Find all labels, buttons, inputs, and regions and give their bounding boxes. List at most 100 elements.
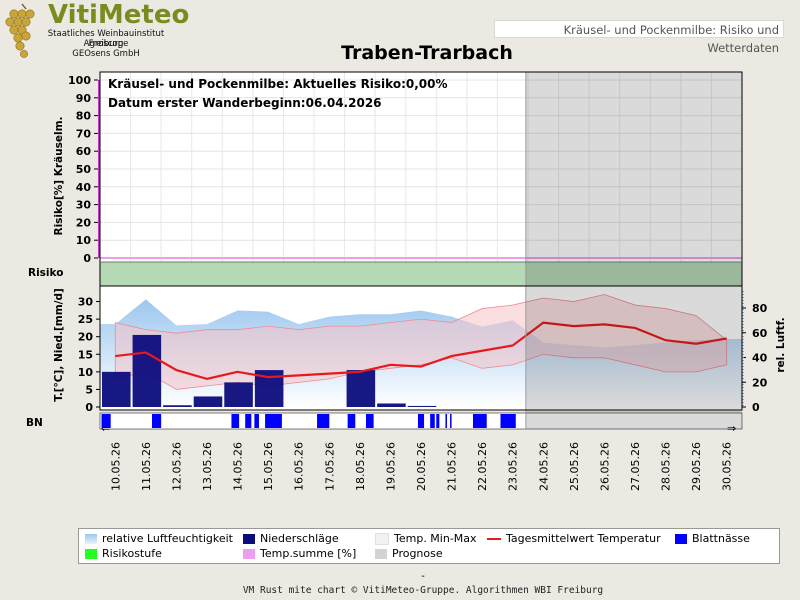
y-tick-label: 70 bbox=[76, 127, 92, 140]
footer-dash: - bbox=[421, 571, 425, 582]
leaf-wetness-bar bbox=[231, 414, 240, 428]
x-tick-label: 15.05.26 bbox=[262, 442, 275, 491]
leaf-wetness-bar bbox=[500, 414, 516, 428]
leaf-wetness-bar bbox=[472, 414, 487, 428]
chart-title: Traben-Trarbach bbox=[341, 42, 513, 64]
y-tick-label: 10 bbox=[76, 234, 92, 247]
legend-swatch bbox=[85, 534, 97, 544]
precipitation-bar bbox=[377, 403, 406, 407]
x-tick-label: 17.05.26 bbox=[323, 442, 336, 491]
precipitation-bar bbox=[224, 382, 253, 407]
legend-item-humidity: relative Luftfeuchtigkeit bbox=[85, 532, 233, 546]
leaf-wetness-bar bbox=[265, 414, 282, 428]
header-badge: Kräusel- und Pockenmilbe: Risiko und Wet… bbox=[494, 20, 784, 55]
precipitation-bar bbox=[102, 371, 131, 407]
weather-panel-frame bbox=[99, 285, 743, 411]
y2-tick-label: 40 bbox=[752, 352, 768, 365]
grape-icon bbox=[5, 3, 35, 58]
x-tick-label: 14.05.26 bbox=[232, 442, 245, 491]
legend-item-leaf-wetness: Blattnässe bbox=[675, 532, 750, 546]
y-tick-label: 10 bbox=[78, 366, 94, 379]
x-tick-label: 21.05.26 bbox=[446, 442, 459, 491]
legend-swatch bbox=[243, 549, 255, 559]
leaf-wetness-bar bbox=[445, 414, 447, 428]
x-tick-label: 27.05.26 bbox=[629, 442, 642, 491]
y-tick-label: 0 bbox=[85, 401, 93, 414]
legend-swatch bbox=[85, 549, 97, 559]
x-tick-label: 22.05.26 bbox=[476, 442, 489, 491]
leaf-wetness-bar bbox=[417, 414, 425, 428]
leaf-wetness-bar bbox=[101, 414, 111, 428]
x-tick-label: 10.05.26 bbox=[109, 442, 122, 491]
x-tick-label: 30.05.26 bbox=[721, 442, 734, 491]
y-tick-label: 90 bbox=[76, 92, 92, 105]
y-tick-label: 5 bbox=[85, 383, 93, 396]
x-tick-label: 13.05.26 bbox=[201, 442, 214, 491]
forecast-shading bbox=[525, 72, 742, 429]
precipitation-bar bbox=[193, 396, 223, 407]
leaf-wetness-bar bbox=[254, 414, 259, 428]
leaf-wetness-bar bbox=[450, 414, 452, 428]
x-tick-label: 19.05.26 bbox=[384, 442, 397, 491]
leaf-wetness-bar bbox=[365, 414, 374, 428]
precipitation-bar bbox=[163, 405, 192, 407]
leaf-wetness-bar bbox=[347, 414, 356, 428]
x-tick-label: 26.05.26 bbox=[598, 442, 611, 491]
x-tick-label: 11.05.26 bbox=[140, 442, 153, 491]
x-tick-label: 23.05.26 bbox=[507, 442, 520, 491]
x-tick-label: 18.05.26 bbox=[354, 442, 367, 491]
leaf-wetness-bar bbox=[436, 414, 440, 428]
legend-item-temp-minmax: Temp. Min-Max bbox=[375, 532, 477, 546]
x-tick-label: 25.05.26 bbox=[568, 442, 581, 491]
logo-line-3: GEOsens GmbH bbox=[72, 49, 140, 59]
y-tick-label: 25 bbox=[78, 313, 93, 326]
legend-item-risk-level: Risikostufe bbox=[85, 547, 162, 561]
leaf-wetness-bar bbox=[151, 414, 162, 428]
legend-swatch bbox=[675, 534, 687, 544]
legend-swatch bbox=[487, 538, 501, 540]
y2-tick-label: 80 bbox=[752, 302, 768, 315]
y-tick-label: 30 bbox=[78, 296, 94, 309]
y2-tick-label: 60 bbox=[752, 327, 768, 340]
precipitation-bar bbox=[407, 405, 437, 407]
y-tick-label: 100 bbox=[68, 74, 91, 87]
leaf-wetness-bar bbox=[430, 414, 435, 428]
leaf-wetness-bar bbox=[317, 414, 330, 428]
precipitation-bar bbox=[132, 334, 162, 407]
legend-swatch bbox=[375, 549, 387, 559]
y-tick-label: 30 bbox=[76, 199, 92, 212]
legend: relative Luftfeuchtigkeit Niederschläge … bbox=[78, 528, 780, 564]
logo-line-2: Agroscope bbox=[83, 39, 129, 49]
legend-item-temp-mean: Tagesmittelwert Temperatur bbox=[487, 532, 661, 546]
y2-tick-label: 20 bbox=[752, 376, 768, 389]
x-tick-label: 28.05.26 bbox=[660, 442, 673, 491]
x-tick-label: 24.05.26 bbox=[537, 442, 550, 491]
risk-band-label: Risiko bbox=[28, 267, 63, 279]
y-tick-label: 60 bbox=[76, 145, 92, 158]
precipitation-bar bbox=[346, 370, 376, 407]
y-tick-label: 80 bbox=[76, 110, 92, 123]
legend-swatch bbox=[375, 533, 389, 545]
x-tick-label: 16.05.26 bbox=[293, 442, 306, 491]
y-tick-label: 20 bbox=[78, 331, 94, 344]
scroll-left-icon: ⇐ bbox=[101, 422, 110, 435]
date-annotation: Datum erster Wanderbeginn:06.04.2026 bbox=[108, 96, 382, 110]
y-axis-label: Risiko[%] Kräuselm. bbox=[53, 117, 65, 236]
legend-swatch bbox=[243, 534, 255, 544]
y-tick-label: 15 bbox=[78, 348, 93, 361]
legend-item-forecast: Prognose bbox=[375, 547, 443, 561]
footer-credit: VM Rust mite chart © VitiMeteo-Gruppe. A… bbox=[242, 585, 604, 596]
x-tick-label: 12.05.26 bbox=[170, 442, 183, 491]
y-tick-label: 0 bbox=[83, 252, 91, 265]
y-tick-label: 50 bbox=[76, 163, 92, 176]
legend-item-precipitation: Niederschläge bbox=[243, 532, 339, 546]
x-tick-label: 29.05.26 bbox=[690, 442, 703, 491]
legend-item-temp-sum: Temp.summe [%] bbox=[243, 547, 356, 561]
y2-tick-label: 0 bbox=[752, 401, 760, 414]
y2-axis-label: rel. Luftf. bbox=[775, 317, 787, 372]
y-axis-label: T.[°C], Nied.[mm/d] bbox=[53, 288, 65, 402]
risk-annotation: Kräusel- und Pockenmilbe: Aktuelles Risi… bbox=[108, 77, 448, 91]
logo-line-1: Staatliches Weinbauinstitut Freiburg bbox=[47, 29, 165, 49]
bn-label: BN bbox=[26, 417, 43, 429]
